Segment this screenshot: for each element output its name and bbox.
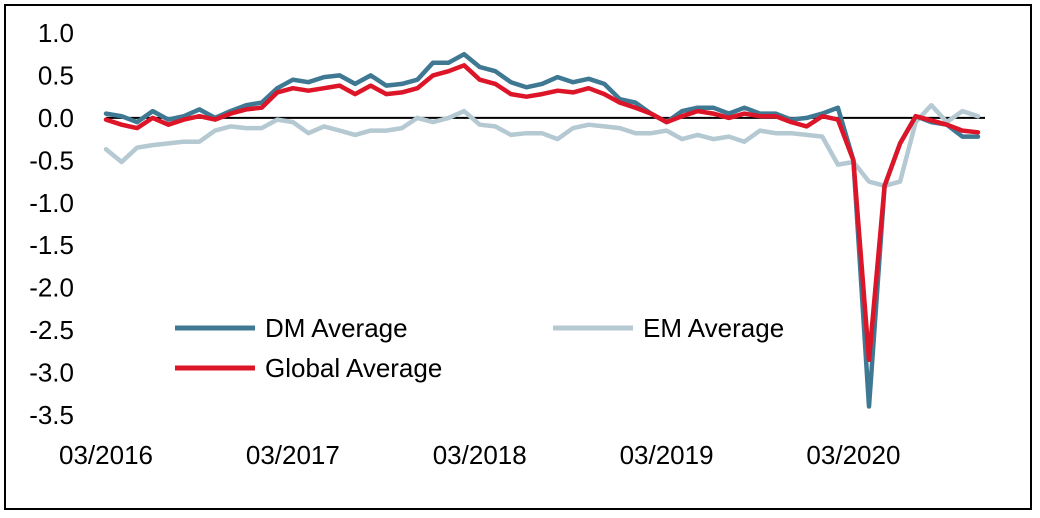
legend-label-global-average: Global Average bbox=[265, 353, 442, 383]
y-tick-label: -2.5 bbox=[29, 315, 74, 345]
y-tick-label: 0.0 bbox=[38, 103, 74, 133]
series-line-global-average bbox=[103, 63, 981, 363]
x-tick-label: 03/2016 bbox=[59, 440, 153, 470]
x-axis-ticks: 03/2016 03/2017 03/2018 03/2019 03/2020 bbox=[59, 440, 900, 470]
y-tick-label: 0.5 bbox=[38, 60, 74, 90]
legend: DM Average EM Average Global Average bbox=[175, 313, 784, 383]
x-tick-label: 03/2017 bbox=[246, 440, 340, 470]
y-tick-label: -1.5 bbox=[29, 230, 74, 260]
legend-label-em-average: EM Average bbox=[643, 313, 784, 343]
series-line-dm-average bbox=[103, 51, 981, 409]
x-tick-label: 03/2018 bbox=[433, 440, 527, 470]
x-tick-label: 03/2019 bbox=[620, 440, 714, 470]
legend-label-dm-average: DM Average bbox=[265, 313, 408, 343]
y-tick-label: -2.0 bbox=[29, 273, 74, 303]
series-lines bbox=[103, 51, 981, 409]
y-tick-label: 1.0 bbox=[38, 18, 74, 48]
x-tick-label: 03/2020 bbox=[806, 440, 900, 470]
series-line-em-average bbox=[103, 102, 981, 189]
y-tick-label: -3.5 bbox=[29, 400, 74, 430]
y-tick-label: -3.0 bbox=[29, 358, 74, 388]
y-tick-label: -1.0 bbox=[29, 188, 74, 218]
y-axis-ticks: 1.0 0.5 0.0 -0.5 -1.0 -1.5 -2.0 -2.5 -3.0 -3.5 bbox=[29, 18, 74, 430]
y-tick-label: -0.5 bbox=[29, 145, 74, 175]
